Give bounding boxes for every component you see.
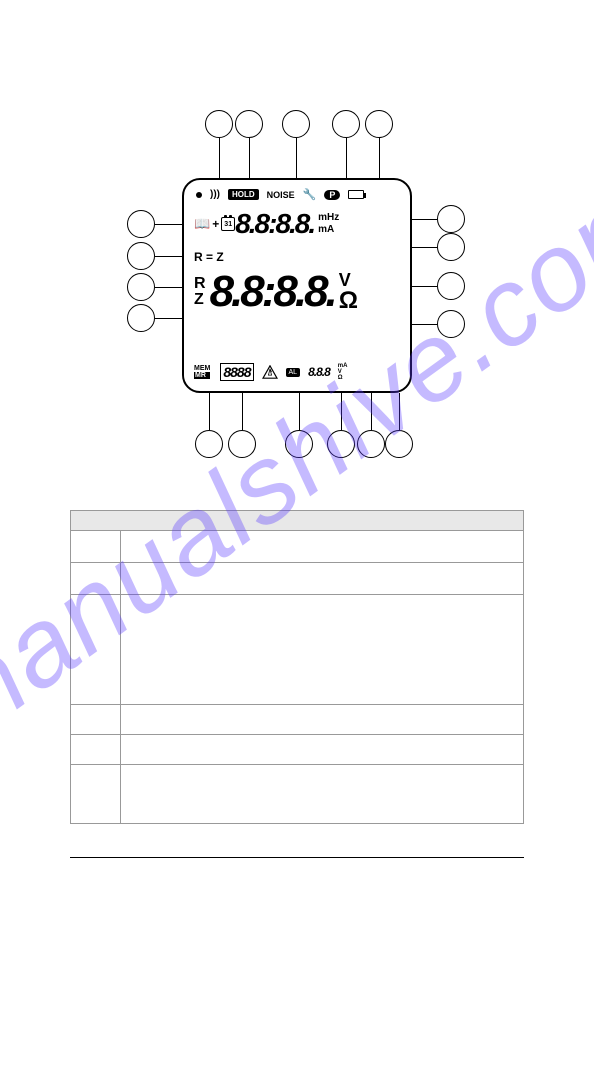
- battery-icon: [348, 190, 364, 199]
- description-table: [70, 510, 524, 824]
- alarm-digits: 8.8.8: [308, 365, 330, 379]
- lcd-row-secondary: 📖 + 31 8.8:8.8. mHz mA: [194, 210, 400, 238]
- table-row: [71, 705, 523, 735]
- al-badge: AL: [286, 368, 301, 377]
- mr-label: MR: [194, 372, 210, 379]
- table-row: [71, 595, 523, 705]
- callout-circle: [235, 110, 263, 138]
- noise-label: NOISE: [267, 190, 295, 200]
- callout-circle: [437, 310, 465, 338]
- footer-divider: [70, 857, 524, 858]
- lcd-row-primary: R Z 8.8:8.8. V Ω: [194, 270, 400, 314]
- callout-circle: [357, 430, 385, 458]
- record-dot-icon: [196, 192, 202, 198]
- callout-circle: [437, 205, 465, 233]
- plus-icon: +: [212, 217, 219, 231]
- memory-digits: 8888: [220, 363, 253, 381]
- lcd-diagram: ))) HOLD NOISE 🔧 P 📖 + 31 8.8:8.8. mHz m…: [107, 100, 487, 480]
- warning-triangle-icon: [262, 365, 278, 379]
- table-row: [71, 735, 523, 765]
- sound-arc-icon: ))): [210, 189, 220, 200]
- callout-circle: [437, 272, 465, 300]
- ohm-label: Ω: [339, 289, 358, 313]
- unit-ma: mA: [318, 224, 339, 236]
- table-row: [71, 563, 523, 595]
- callout-circle: [127, 304, 155, 332]
- callout-circle: [195, 430, 223, 458]
- callout-circle: [127, 210, 155, 238]
- p-badge: P: [324, 190, 340, 200]
- callout-circle: [205, 110, 233, 138]
- callout-circle: [228, 430, 256, 458]
- al-unit-ohm: Ω: [338, 375, 348, 381]
- book-icon: 📖: [194, 216, 210, 232]
- primary-digits: 8.8:8.8.: [210, 270, 335, 314]
- lcd-top-indicators: ))) HOLD NOISE 🔧 P: [196, 188, 398, 201]
- table-row: [71, 765, 523, 823]
- callout-circle: [127, 273, 155, 301]
- r-label: R: [194, 276, 206, 292]
- lcd-panel: ))) HOLD NOISE 🔧 P 📖 + 31 8.8:8.8. mHz m…: [182, 178, 412, 393]
- calendar-icon: 31: [221, 217, 235, 231]
- table-row: [71, 531, 523, 563]
- callout-circle: [282, 110, 310, 138]
- callout-circle: [385, 430, 413, 458]
- lcd-row-memory: MEM MR 8888 AL 8.8.8 mA V Ω: [194, 363, 400, 381]
- table-header: [71, 511, 523, 531]
- secondary-digits: 8.8:8.8.: [235, 210, 314, 238]
- mem-label: MEM: [194, 365, 210, 372]
- callout-circle: [285, 430, 313, 458]
- z-label: Z: [194, 292, 206, 308]
- callout-circle: [365, 110, 393, 138]
- callout-circle: [437, 233, 465, 261]
- wrench-icon: 🔧: [303, 188, 317, 201]
- rz-equals-label: R = Z: [194, 250, 224, 264]
- hold-badge: HOLD: [228, 189, 259, 200]
- callout-circle: [332, 110, 360, 138]
- callout-circle: [127, 242, 155, 270]
- unit-mhz: mHz: [318, 212, 339, 224]
- callout-circle: [327, 430, 355, 458]
